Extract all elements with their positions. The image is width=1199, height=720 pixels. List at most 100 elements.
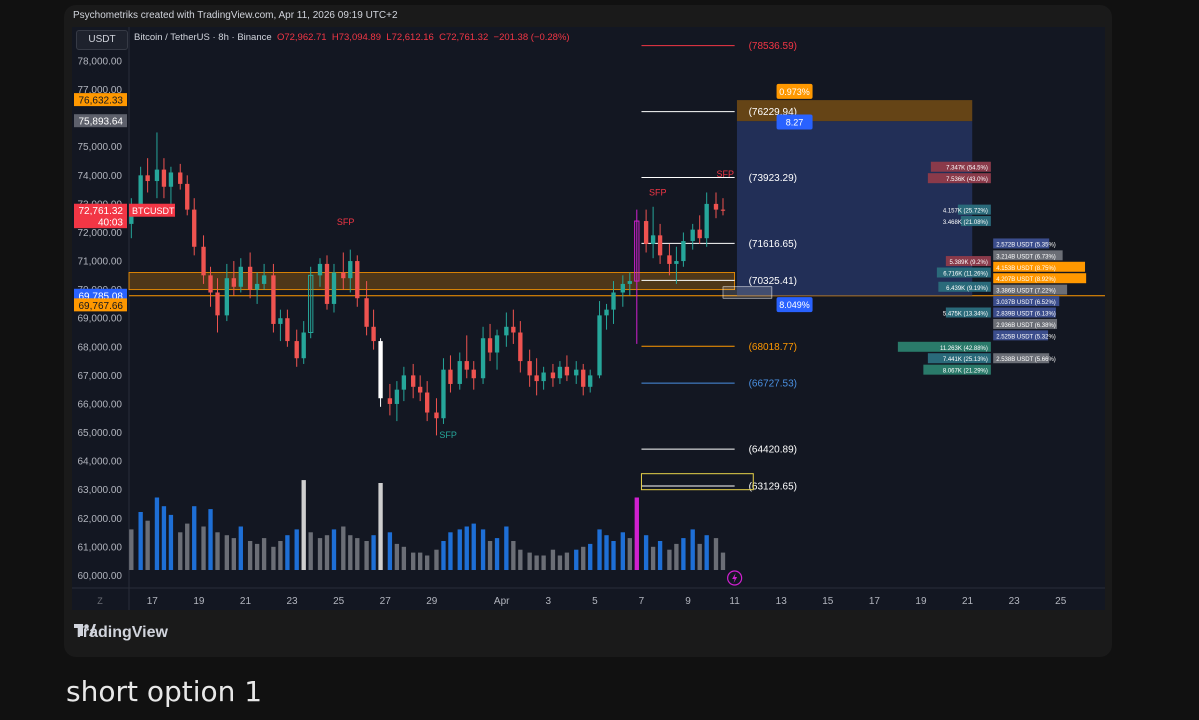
candle-body — [271, 275, 276, 324]
volume-bar — [720, 552, 726, 570]
candle-body — [504, 326, 509, 336]
tradingview-logo[interactable]: TradingView — [74, 624, 168, 642]
volume-bar — [527, 552, 532, 570]
candle-body — [541, 372, 546, 382]
delta-profile-bar — [938, 281, 991, 292]
price-chart[interactable]: 78,000.0077,000.0076,000.0075,000.0074,0… — [72, 27, 1105, 610]
candle-body — [527, 361, 532, 376]
y-tick-label: 64,000.00 — [78, 457, 123, 468]
candle-body — [697, 229, 702, 239]
candle-body — [278, 318, 283, 324]
volume-bar — [185, 523, 190, 570]
volume-bar — [534, 555, 539, 570]
volume-bar — [597, 529, 602, 570]
candle-body — [704, 203, 709, 239]
volume-bar — [224, 535, 229, 570]
candle-body — [627, 281, 632, 284]
delta-profile-bar — [927, 353, 991, 364]
candle-body — [138, 175, 143, 207]
volume-bar — [324, 535, 330, 570]
candle-body — [215, 292, 220, 316]
candle-body — [574, 369, 579, 376]
volume-profile-bar — [993, 318, 1058, 329]
candle-body — [161, 169, 167, 187]
delta-profile-label: 5.475K (13.34%) — [943, 312, 988, 318]
x-tick-label: 17 — [147, 596, 159, 607]
delta-profile-bar — [930, 161, 991, 172]
x-tick-label: 29 — [426, 596, 438, 607]
volume-bar — [690, 529, 695, 570]
position-label: 8.27 — [786, 117, 804, 127]
lightning-icon — [727, 570, 743, 586]
volume-bar — [620, 532, 625, 570]
volume-profile-bar — [993, 330, 1049, 341]
candle-body — [674, 261, 679, 264]
candle-body — [192, 209, 197, 247]
candle-body — [511, 326, 516, 333]
volume-bar — [308, 532, 313, 570]
current-zone — [722, 286, 773, 299]
candle-body — [364, 298, 369, 327]
currency-button[interactable]: USDT — [76, 30, 128, 50]
delta-profile-bar — [945, 307, 991, 318]
candle-body — [650, 235, 656, 244]
candle-body — [464, 361, 469, 370]
volume-bar — [541, 555, 546, 570]
candle-body — [185, 183, 190, 210]
x-tick-label: 21 — [240, 596, 252, 607]
sfp-label: SFP — [337, 217, 355, 227]
delta-profile-bar — [960, 216, 991, 227]
brand-text: TradingView — [74, 624, 168, 641]
candle-body — [667, 255, 672, 264]
position-label: 8.049% — [779, 300, 810, 310]
y-tick-label: 71,000.00 — [78, 257, 123, 268]
volume-bar — [704, 535, 709, 570]
candle-body — [401, 375, 407, 390]
volume-bar — [667, 549, 672, 570]
volume-bar — [604, 535, 609, 570]
x-tick-label: 15 — [822, 596, 834, 607]
y-tick-label: 72,000.00 — [78, 228, 123, 239]
volume-bar — [208, 509, 213, 570]
candle-body — [434, 412, 439, 419]
level-label: (64420.89) — [749, 445, 797, 456]
volume-profile-label: 3.386B USDT (7.22%) — [996, 289, 1056, 295]
volume-bar — [138, 512, 143, 570]
volume-bar — [294, 529, 299, 570]
volume-profile-label: 3.214B USDT (6.73%) — [996, 254, 1056, 260]
delta-profile-bar — [945, 256, 991, 267]
chart-area[interactable]: 78,000.0077,000.0076,000.0075,000.0074,0… — [72, 27, 1105, 610]
volume-bar — [411, 552, 416, 570]
volume-bar — [574, 549, 579, 570]
delta-profile-label: 7.536K (43.0%) — [946, 177, 988, 183]
candle-body — [168, 172, 174, 187]
candle-body — [657, 235, 663, 256]
volume-profile-label: 4.153B USDT (8.75%) — [996, 266, 1056, 272]
volume-profile-bar — [993, 238, 1050, 249]
y-tick-label: 68,000.00 — [78, 342, 123, 353]
highlight-box — [640, 473, 754, 491]
candle-body — [720, 209, 726, 211]
candle-body — [690, 229, 695, 242]
candle-body — [550, 372, 556, 379]
candle-body — [588, 375, 593, 387]
y-tick-label: 63,000.00 — [78, 485, 123, 496]
volume-bar — [464, 526, 469, 570]
volume-profile-bar — [993, 250, 1063, 261]
chart-header: Bitcoin / TetherUS · 8h · Binance O72,96… — [134, 32, 570, 43]
volume-bar — [341, 526, 346, 570]
volume-bar — [355, 538, 360, 570]
x-tick-label: 23 — [286, 596, 298, 607]
close-value: C72,761.32 — [439, 32, 489, 43]
volume-bar — [681, 538, 686, 570]
volume-bar — [424, 555, 430, 570]
x-tick-label: 11 — [729, 596, 740, 607]
x-tick-label: 19 — [193, 596, 205, 607]
volume-bar — [154, 497, 160, 570]
candle-body — [681, 241, 686, 262]
candle-body — [178, 172, 183, 184]
candle-body — [634, 220, 640, 282]
volume-bar — [168, 514, 174, 570]
symbol-tag: BTCUSDT — [132, 206, 175, 216]
volume-bar — [387, 532, 393, 570]
